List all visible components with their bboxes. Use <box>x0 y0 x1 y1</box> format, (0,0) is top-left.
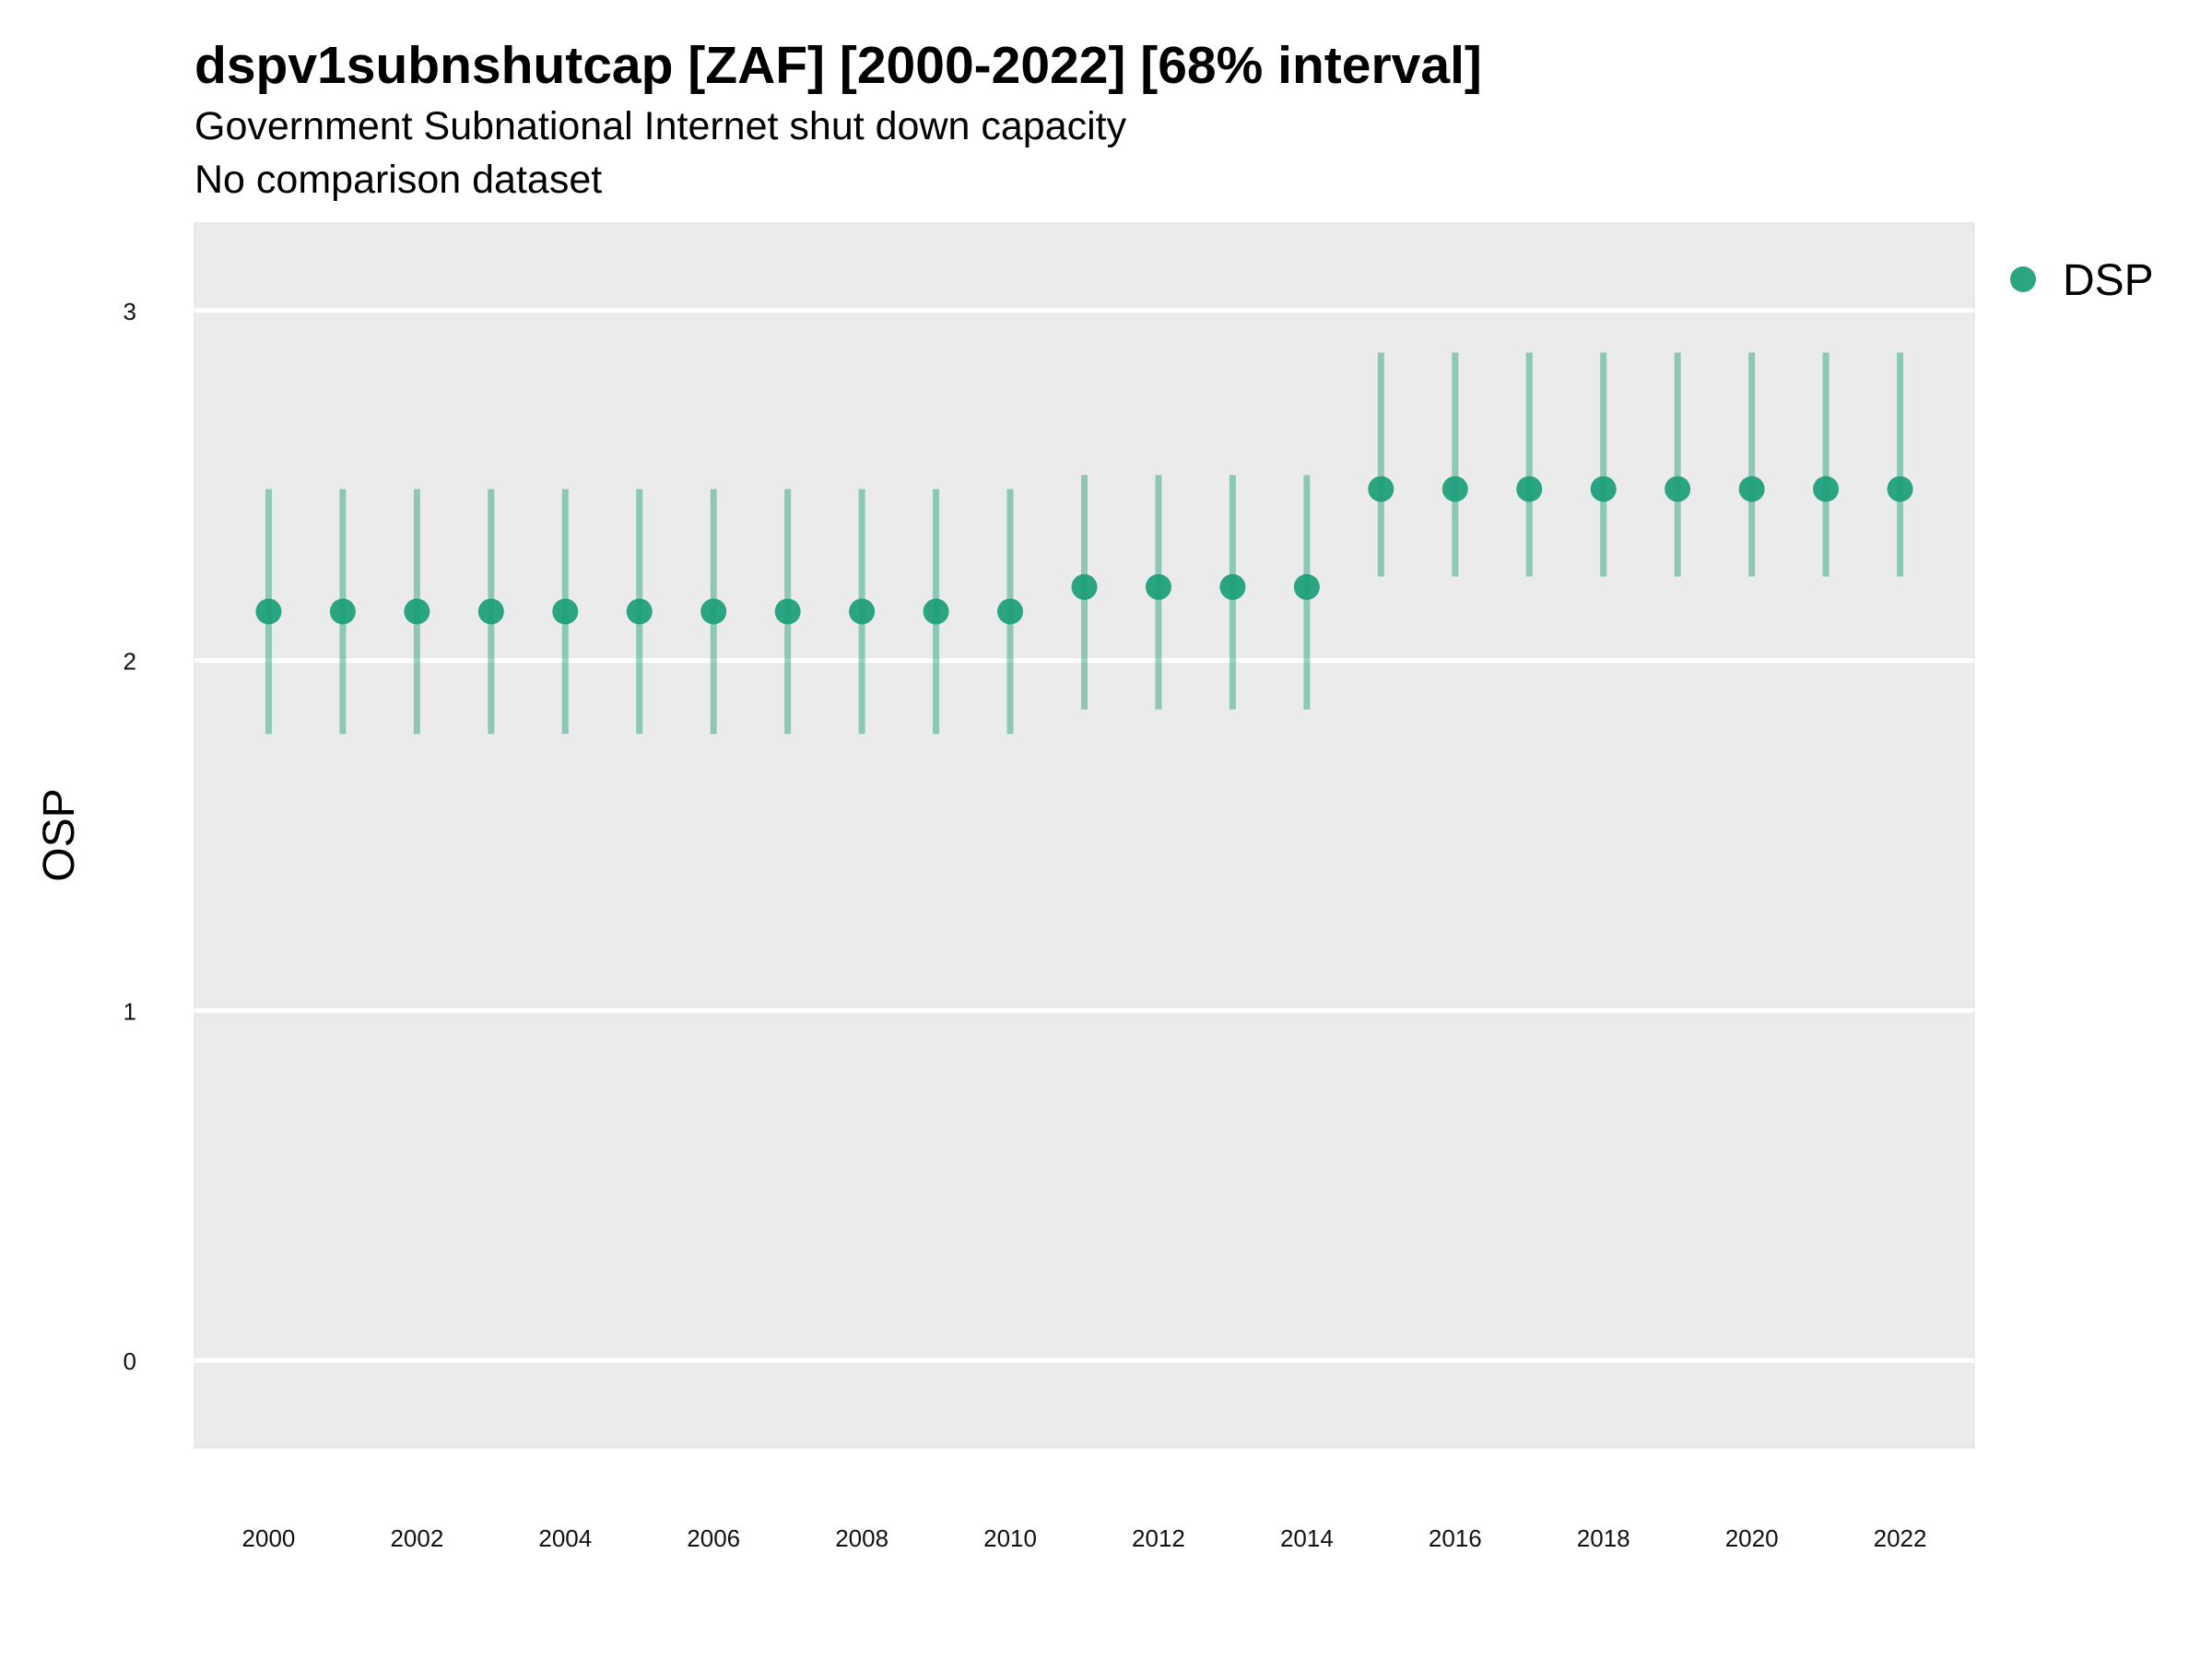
legend: DSP <box>2010 256 2154 305</box>
legend-label-dsp: DSP <box>2063 256 2154 305</box>
x-tick-label-2006: 2006 <box>687 1524 740 1552</box>
data-point-2017 <box>1516 476 1543 502</box>
x-axis-ticks: 2000 2002 2004 2006 2008 2010 2012 2014 2016 2018… <box>242 1524 1927 1552</box>
x-tick-label-2010: 2010 <box>983 1524 1037 1552</box>
data-point-2008 <box>849 598 876 625</box>
chart-subtitle: Government Subnational Internet shut dow… <box>194 104 1127 148</box>
x-tick-label-2018: 2018 <box>1577 1524 1630 1552</box>
data-point-2013 <box>1219 573 1246 600</box>
y-axis-ticks: 0 1 2 3 <box>124 298 136 1375</box>
legend-swatch-dsp <box>2010 266 2036 292</box>
data-points <box>255 476 1913 625</box>
x-tick-label-2016: 2016 <box>1429 1524 1482 1552</box>
plot-panel <box>194 222 1975 1449</box>
data-point-2010 <box>997 598 1024 625</box>
y-tick-label-1: 1 <box>124 997 136 1025</box>
data-point-2014 <box>1293 573 1320 600</box>
data-point-2011 <box>1071 573 1098 600</box>
x-tick-label-2004: 2004 <box>538 1524 592 1552</box>
x-tick-label-2022: 2022 <box>1874 1524 1927 1552</box>
data-point-2005 <box>626 598 653 625</box>
data-point-2016 <box>1441 476 1468 502</box>
chart-title: dspv1subnshutcap [ZAF] [2000-2022] [68% … <box>194 36 1482 95</box>
data-point-2004 <box>552 598 579 625</box>
x-tick-label-2002: 2002 <box>390 1524 443 1552</box>
data-point-2022 <box>1887 476 1913 502</box>
data-point-2001 <box>329 598 356 625</box>
y-axis-title: OSP <box>35 788 84 881</box>
x-tick-label-2008: 2008 <box>835 1524 888 1552</box>
data-point-2018 <box>1590 476 1617 502</box>
data-point-2006 <box>700 598 727 625</box>
data-point-2003 <box>477 598 504 625</box>
y-tick-label-3: 3 <box>124 298 136 325</box>
data-point-2007 <box>774 598 801 625</box>
grid-lines <box>194 308 1974 1363</box>
chart-subtitle-comparison: No comparison dataset <box>194 158 603 202</box>
x-tick-label-2020: 2020 <box>1725 1524 1779 1552</box>
data-point-2012 <box>1145 573 1171 600</box>
y-tick-label-0: 0 <box>124 1347 136 1375</box>
data-point-2019 <box>1665 476 1691 502</box>
x-tick-label-2012: 2012 <box>1132 1524 1185 1552</box>
data-point-2015 <box>1368 476 1394 502</box>
data-point-2002 <box>404 598 430 625</box>
data-point-2009 <box>923 598 949 625</box>
x-tick-label-2014: 2014 <box>1280 1524 1334 1552</box>
y-tick-label-2: 2 <box>124 648 136 676</box>
data-point-2020 <box>1738 476 1765 502</box>
x-tick-label-2000: 2000 <box>242 1524 296 1552</box>
data-point-2021 <box>1813 476 1840 502</box>
data-point-2000 <box>255 598 282 625</box>
